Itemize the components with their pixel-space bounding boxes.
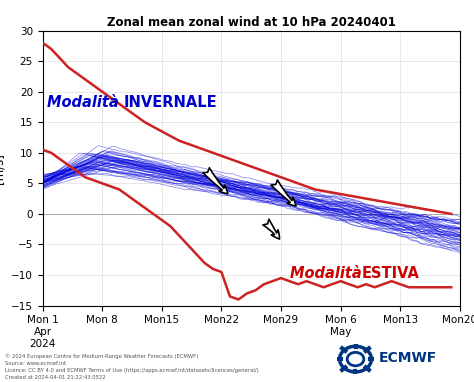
Y-axis label: [m/s]: [m/s] [0, 153, 5, 183]
Text: ESTIVA: ESTIVA [362, 266, 420, 281]
Text: INVERNALE: INVERNALE [124, 95, 217, 110]
Text: ECMWF: ECMWF [379, 351, 438, 365]
Title: Zonal mean zonal wind at 10 hPa 20240401: Zonal mean zonal wind at 10 hPa 20240401 [107, 16, 396, 29]
Text: Modalità: Modalità [290, 266, 366, 281]
Text: Modalità: Modalità [47, 95, 124, 110]
Text: © 2024 European Centre for Medium-Range Weather Forecasts (ECMWF)
Source: www.ec: © 2024 European Centre for Medium-Range … [5, 353, 258, 380]
